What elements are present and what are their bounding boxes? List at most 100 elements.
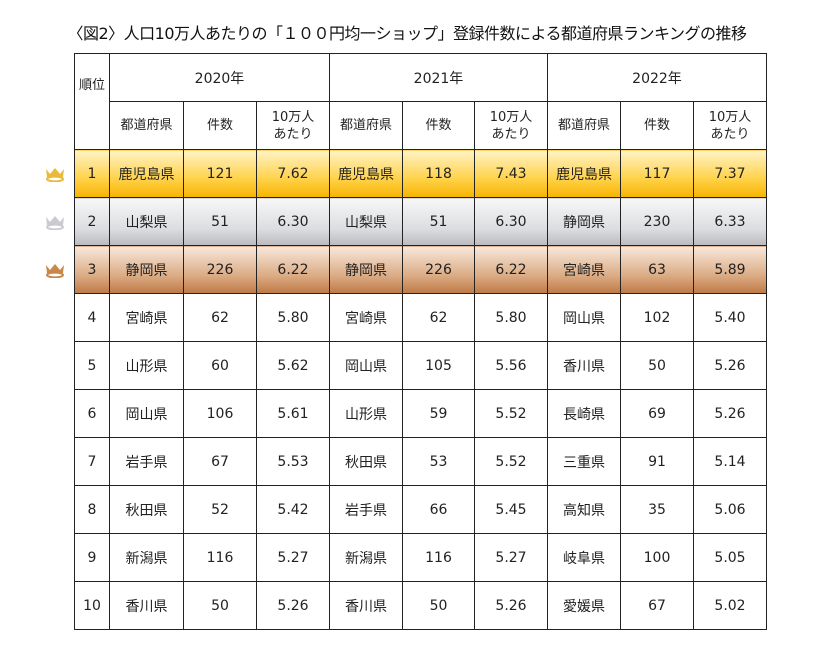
per100k-cell: 5.06 <box>693 485 767 534</box>
count-cell: 226 <box>183 245 257 294</box>
count-cell: 67 <box>620 581 694 630</box>
per100k-cell: 5.02 <box>693 581 767 630</box>
per100k-cell: 5.26 <box>693 389 767 438</box>
per100k-cell: 5.53 <box>256 437 330 486</box>
per100k-cell: 5.26 <box>693 341 767 390</box>
count-cell: 67 <box>183 437 257 486</box>
prefecture-cell: 長崎県 <box>547 389 621 438</box>
prefecture-cell: 秋田県 <box>329 437 403 486</box>
prefecture-cell: 岡山県 <box>109 389 184 438</box>
rank-cell: 5 <box>74 341 110 390</box>
ranking-table: 順位 2020年 2021年 2022年 都道府県 件数 10万人 あたり 都道府… <box>74 53 767 630</box>
prefecture-cell: 三重県 <box>547 437 621 486</box>
count-cell: 50 <box>402 581 475 630</box>
prefecture-cell: 鹿児島県 <box>329 149 403 198</box>
prefecture-cell: 鹿児島県 <box>547 149 621 198</box>
prefecture-cell: 岡山県 <box>329 341 403 390</box>
per100k-cell: 5.14 <box>693 437 767 486</box>
count-cell: 230 <box>620 197 694 246</box>
count-cell: 121 <box>183 149 257 198</box>
table-row: 1 鹿児島県 121 7.62 鹿児島県 118 7.43 鹿児島県 117 7.37 <box>74 149 767 198</box>
prefecture-cell: 宮崎県 <box>547 245 621 294</box>
table-row: 6 岡山県 106 5.61 山形県 59 5.52 長崎県 69 5.26 <box>74 389 767 438</box>
table-row: 4 宮崎県 62 5.80 宮崎県 62 5.80 岡山県 102 5.40 <box>74 293 767 342</box>
per100k-cell: 7.43 <box>474 149 548 198</box>
prefecture-cell: 山形県 <box>109 341 184 390</box>
prefecture-cell: 秋田県 <box>109 485 184 534</box>
count-cell: 226 <box>402 245 475 294</box>
count-cell: 60 <box>183 341 257 390</box>
col-prefecture: 都道府県 <box>329 101 403 150</box>
col-count: 件数 <box>620 101 694 150</box>
prefecture-cell: 静岡県 <box>547 197 621 246</box>
prefecture-cell: 新潟県 <box>329 533 403 582</box>
per100k-cell: 5.62 <box>256 341 330 390</box>
count-cell: 118 <box>402 149 475 198</box>
count-cell: 100 <box>620 533 694 582</box>
count-cell: 91 <box>620 437 694 486</box>
table-row: 3 静岡県 226 6.22 静岡県 226 6.22 宮崎県 63 5.89 <box>74 245 767 294</box>
col-per100k: 10万人 あたり <box>256 101 330 150</box>
rank-cell: 6 <box>74 389 110 438</box>
count-cell: 35 <box>620 485 694 534</box>
rank-cell: 3 <box>74 245 110 294</box>
prefecture-cell: 山梨県 <box>109 197 184 246</box>
per100k-cell: 6.22 <box>256 245 330 294</box>
count-cell: 52 <box>183 485 257 534</box>
prefecture-cell: 香川県 <box>547 341 621 390</box>
per100k-cell: 7.62 <box>256 149 330 198</box>
count-cell: 59 <box>402 389 475 438</box>
prefecture-cell: 岐阜県 <box>547 533 621 582</box>
prefecture-cell: 岩手県 <box>329 485 403 534</box>
prefecture-cell: 鹿児島県 <box>109 149 184 198</box>
per100k-cell: 5.45 <box>474 485 548 534</box>
per100k-cell: 5.26 <box>474 581 548 630</box>
per100k-cell: 5.89 <box>693 245 767 294</box>
table-row: 7 岩手県 67 5.53 秋田県 53 5.52 三重県 91 5.14 <box>74 437 767 486</box>
prefecture-cell: 静岡県 <box>109 245 184 294</box>
col-count: 件数 <box>402 101 475 150</box>
per100k-cell: 6.30 <box>474 197 548 246</box>
count-cell: 62 <box>402 293 475 342</box>
prefecture-cell: 宮崎県 <box>109 293 184 342</box>
bronze-crown-icon <box>46 264 64 278</box>
count-cell: 117 <box>620 149 694 198</box>
col-per100k: 10万人 あたり <box>474 101 548 150</box>
per100k-cell: 5.52 <box>474 389 548 438</box>
per100k-cell: 6.33 <box>693 197 767 246</box>
per100k-cell: 5.27 <box>474 533 548 582</box>
count-cell: 50 <box>620 341 694 390</box>
col-count: 件数 <box>183 101 257 150</box>
rank-cell: 1 <box>74 149 110 198</box>
col-per100k: 10万人 あたり <box>693 101 767 150</box>
per100k-cell: 5.80 <box>474 293 548 342</box>
count-cell: 50 <box>183 581 257 630</box>
per100k-cell: 6.30 <box>256 197 330 246</box>
per100k-cell: 5.56 <box>474 341 548 390</box>
table-row: 9 新潟県 116 5.27 新潟県 116 5.27 岐阜県 100 5.05 <box>74 533 767 582</box>
rank-cell: 7 <box>74 437 110 486</box>
col-prefecture: 都道府県 <box>547 101 621 150</box>
count-cell: 116 <box>183 533 257 582</box>
prefecture-cell: 静岡県 <box>329 245 403 294</box>
prefecture-cell: 香川県 <box>109 581 184 630</box>
gold-crown-icon <box>46 168 64 182</box>
count-cell: 105 <box>402 341 475 390</box>
figure-title: 〈図2〉人口10万人あたりの「１００円均一ショップ」登録件数による都道府県ランキ… <box>67 24 747 43</box>
table-row: 2 山梨県 51 6.30 山梨県 51 6.30 静岡県 230 6.33 <box>74 197 767 246</box>
prefecture-cell: 山形県 <box>329 389 403 438</box>
count-cell: 66 <box>402 485 475 534</box>
per100k-cell: 5.80 <box>256 293 330 342</box>
prefecture-cell: 山梨県 <box>329 197 403 246</box>
count-cell: 106 <box>183 389 257 438</box>
col-prefecture: 都道府県 <box>109 101 184 150</box>
rank-cell: 8 <box>74 485 110 534</box>
prefecture-cell: 宮崎県 <box>329 293 403 342</box>
per100k-cell: 5.05 <box>693 533 767 582</box>
per100k-cell: 6.22 <box>474 245 548 294</box>
rank-cell: 4 <box>74 293 110 342</box>
count-cell: 116 <box>402 533 475 582</box>
rank-cell: 2 <box>74 197 110 246</box>
per100k-cell: 5.27 <box>256 533 330 582</box>
per100k-cell: 5.42 <box>256 485 330 534</box>
